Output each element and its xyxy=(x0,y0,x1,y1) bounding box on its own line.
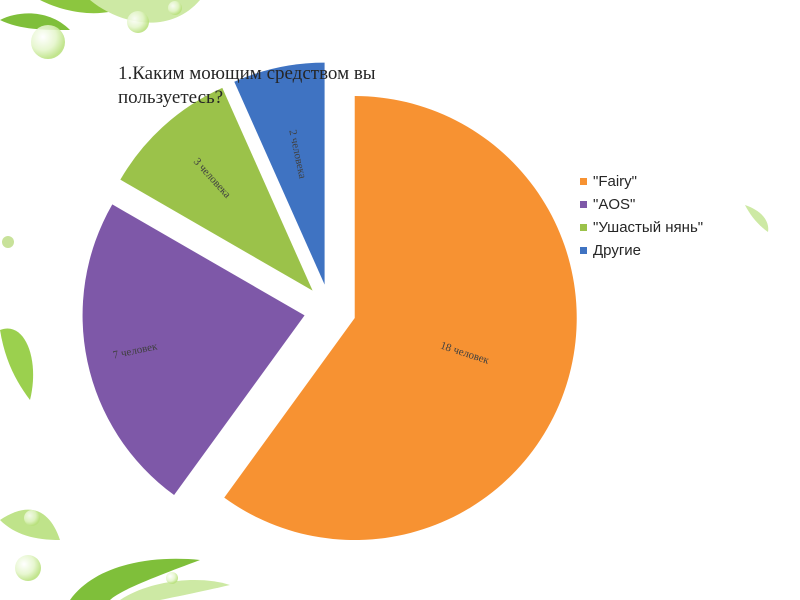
pie-slice-fairy xyxy=(224,96,577,541)
legend-item-fairy: "Fairy" xyxy=(580,170,703,193)
leaf-decoration xyxy=(70,558,200,600)
bubble-decoration xyxy=(15,555,41,581)
pie-slice-other xyxy=(234,62,325,285)
bubble-decoration xyxy=(168,1,182,15)
bubble-decoration xyxy=(24,510,40,526)
chart-legend: "Fairy" "AOS" "Ушастый нянь" Другие xyxy=(580,170,703,262)
legend-label: Другие xyxy=(593,242,642,259)
legend-swatch xyxy=(580,224,587,231)
legend-item-other: Другие xyxy=(580,239,703,262)
bubble-decoration xyxy=(166,572,178,584)
legend-item-aos: "AOS" xyxy=(580,193,703,216)
legend-label: "Fairy" xyxy=(593,173,637,190)
pie-slice-ushastyi-nyan xyxy=(120,87,313,291)
legend-item-ushastyi-nyan: "Ушастый нянь" xyxy=(580,216,703,239)
leaf-decoration xyxy=(745,205,769,232)
bubble-decoration xyxy=(2,236,14,248)
legend-label: "Ушастый нянь" xyxy=(593,219,704,236)
leaf-decoration xyxy=(120,580,230,600)
leaf-decoration xyxy=(0,328,34,400)
pie-slice-aos xyxy=(82,204,305,496)
legend-swatch xyxy=(580,247,587,254)
legend-label: "AOS" xyxy=(593,196,636,213)
legend-swatch xyxy=(580,201,587,208)
bubble-decoration xyxy=(127,11,149,33)
chart-title: 1.Каким моющим средством вы пользуетесь? xyxy=(118,63,376,108)
bubble-decoration xyxy=(31,25,65,59)
legend-swatch xyxy=(580,178,587,185)
